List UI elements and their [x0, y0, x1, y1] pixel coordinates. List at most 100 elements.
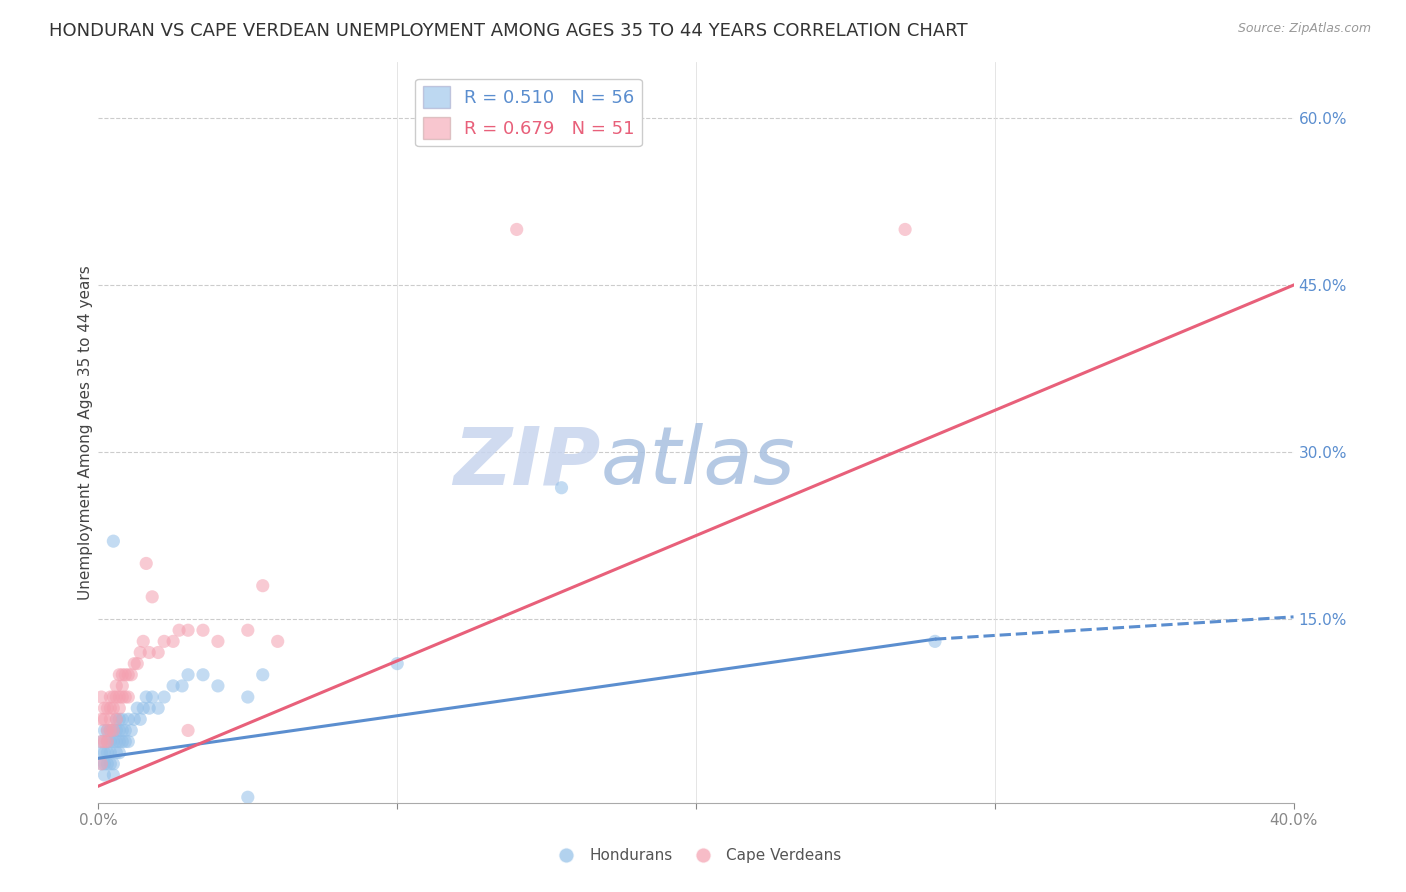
Point — [98, 712, 122, 726]
Point — [103, 701, 125, 715]
Point — [98, 734, 122, 748]
Point — [111, 690, 134, 704]
Point — [111, 723, 134, 738]
Point — [103, 723, 125, 738]
Text: ZIP: ZIP — [453, 423, 600, 501]
Point — [98, 701, 122, 715]
Point — [111, 667, 134, 681]
Point — [141, 690, 163, 704]
Point — [96, 701, 118, 715]
Point — [105, 712, 128, 726]
Point — [98, 690, 122, 704]
Point — [108, 701, 131, 715]
Point — [207, 634, 229, 648]
Point — [93, 768, 115, 782]
Point — [111, 734, 134, 748]
Point — [267, 634, 290, 648]
Point — [105, 734, 128, 748]
Point — [90, 746, 112, 760]
Point — [129, 712, 152, 726]
Point — [96, 746, 118, 760]
Point — [103, 534, 125, 549]
Point — [98, 723, 122, 738]
Text: HONDURAN VS CAPE VERDEAN UNEMPLOYMENT AMONG AGES 35 TO 44 YEARS CORRELATION CHAR: HONDURAN VS CAPE VERDEAN UNEMPLOYMENT AM… — [49, 22, 967, 40]
Point — [177, 723, 200, 738]
Point — [132, 701, 155, 715]
Text: Source: ZipAtlas.com: Source: ZipAtlas.com — [1237, 22, 1371, 36]
Point — [385, 657, 409, 671]
Point — [117, 734, 139, 748]
Point — [105, 690, 128, 704]
Y-axis label: Unemployment Among Ages 35 to 44 years: Unemployment Among Ages 35 to 44 years — [77, 265, 93, 600]
Point — [90, 756, 112, 771]
Point — [93, 746, 115, 760]
Point — [135, 690, 157, 704]
Point — [127, 701, 149, 715]
Point — [191, 667, 214, 681]
Point — [96, 723, 118, 738]
Point — [153, 634, 176, 648]
Point — [90, 734, 112, 748]
Point — [93, 734, 115, 748]
Point — [148, 646, 170, 660]
Point — [177, 624, 200, 638]
Point — [117, 712, 139, 726]
Point — [108, 723, 131, 738]
Point — [108, 734, 131, 748]
Point — [162, 634, 184, 648]
Point — [90, 712, 112, 726]
Point — [103, 756, 125, 771]
Point — [105, 712, 128, 726]
Point — [90, 756, 112, 771]
Point — [148, 701, 170, 715]
Point — [141, 590, 163, 604]
Point — [236, 624, 259, 638]
Point — [506, 222, 529, 236]
Point — [105, 723, 128, 738]
Point — [108, 746, 131, 760]
Point — [924, 634, 946, 648]
Point — [162, 679, 184, 693]
Point — [111, 679, 134, 693]
Legend: Hondurans, Cape Verdeans: Hondurans, Cape Verdeans — [544, 842, 848, 869]
Point — [117, 690, 139, 704]
Point — [98, 746, 122, 760]
Point — [127, 657, 149, 671]
Point — [153, 690, 176, 704]
Point — [90, 734, 112, 748]
Point — [108, 690, 131, 704]
Point — [103, 723, 125, 738]
Point — [894, 222, 917, 236]
Point — [105, 746, 128, 760]
Point — [98, 723, 122, 738]
Point — [111, 712, 134, 726]
Point — [236, 690, 259, 704]
Point — [124, 657, 146, 671]
Point — [114, 723, 136, 738]
Point — [103, 734, 125, 748]
Point — [108, 712, 131, 726]
Point — [252, 579, 274, 593]
Point — [96, 723, 118, 738]
Point — [120, 723, 142, 738]
Point — [108, 667, 131, 681]
Point — [114, 667, 136, 681]
Point — [105, 679, 128, 693]
Point — [138, 701, 160, 715]
Point — [191, 624, 214, 638]
Point — [98, 756, 122, 771]
Point — [93, 723, 115, 738]
Point — [124, 712, 146, 726]
Text: atlas: atlas — [600, 423, 796, 501]
Point — [93, 712, 115, 726]
Point — [167, 624, 190, 638]
Point — [96, 756, 118, 771]
Point — [103, 768, 125, 782]
Point — [177, 667, 200, 681]
Point — [114, 734, 136, 748]
Point — [96, 734, 118, 748]
Point — [117, 667, 139, 681]
Point — [129, 646, 152, 660]
Point — [252, 667, 274, 681]
Point — [90, 690, 112, 704]
